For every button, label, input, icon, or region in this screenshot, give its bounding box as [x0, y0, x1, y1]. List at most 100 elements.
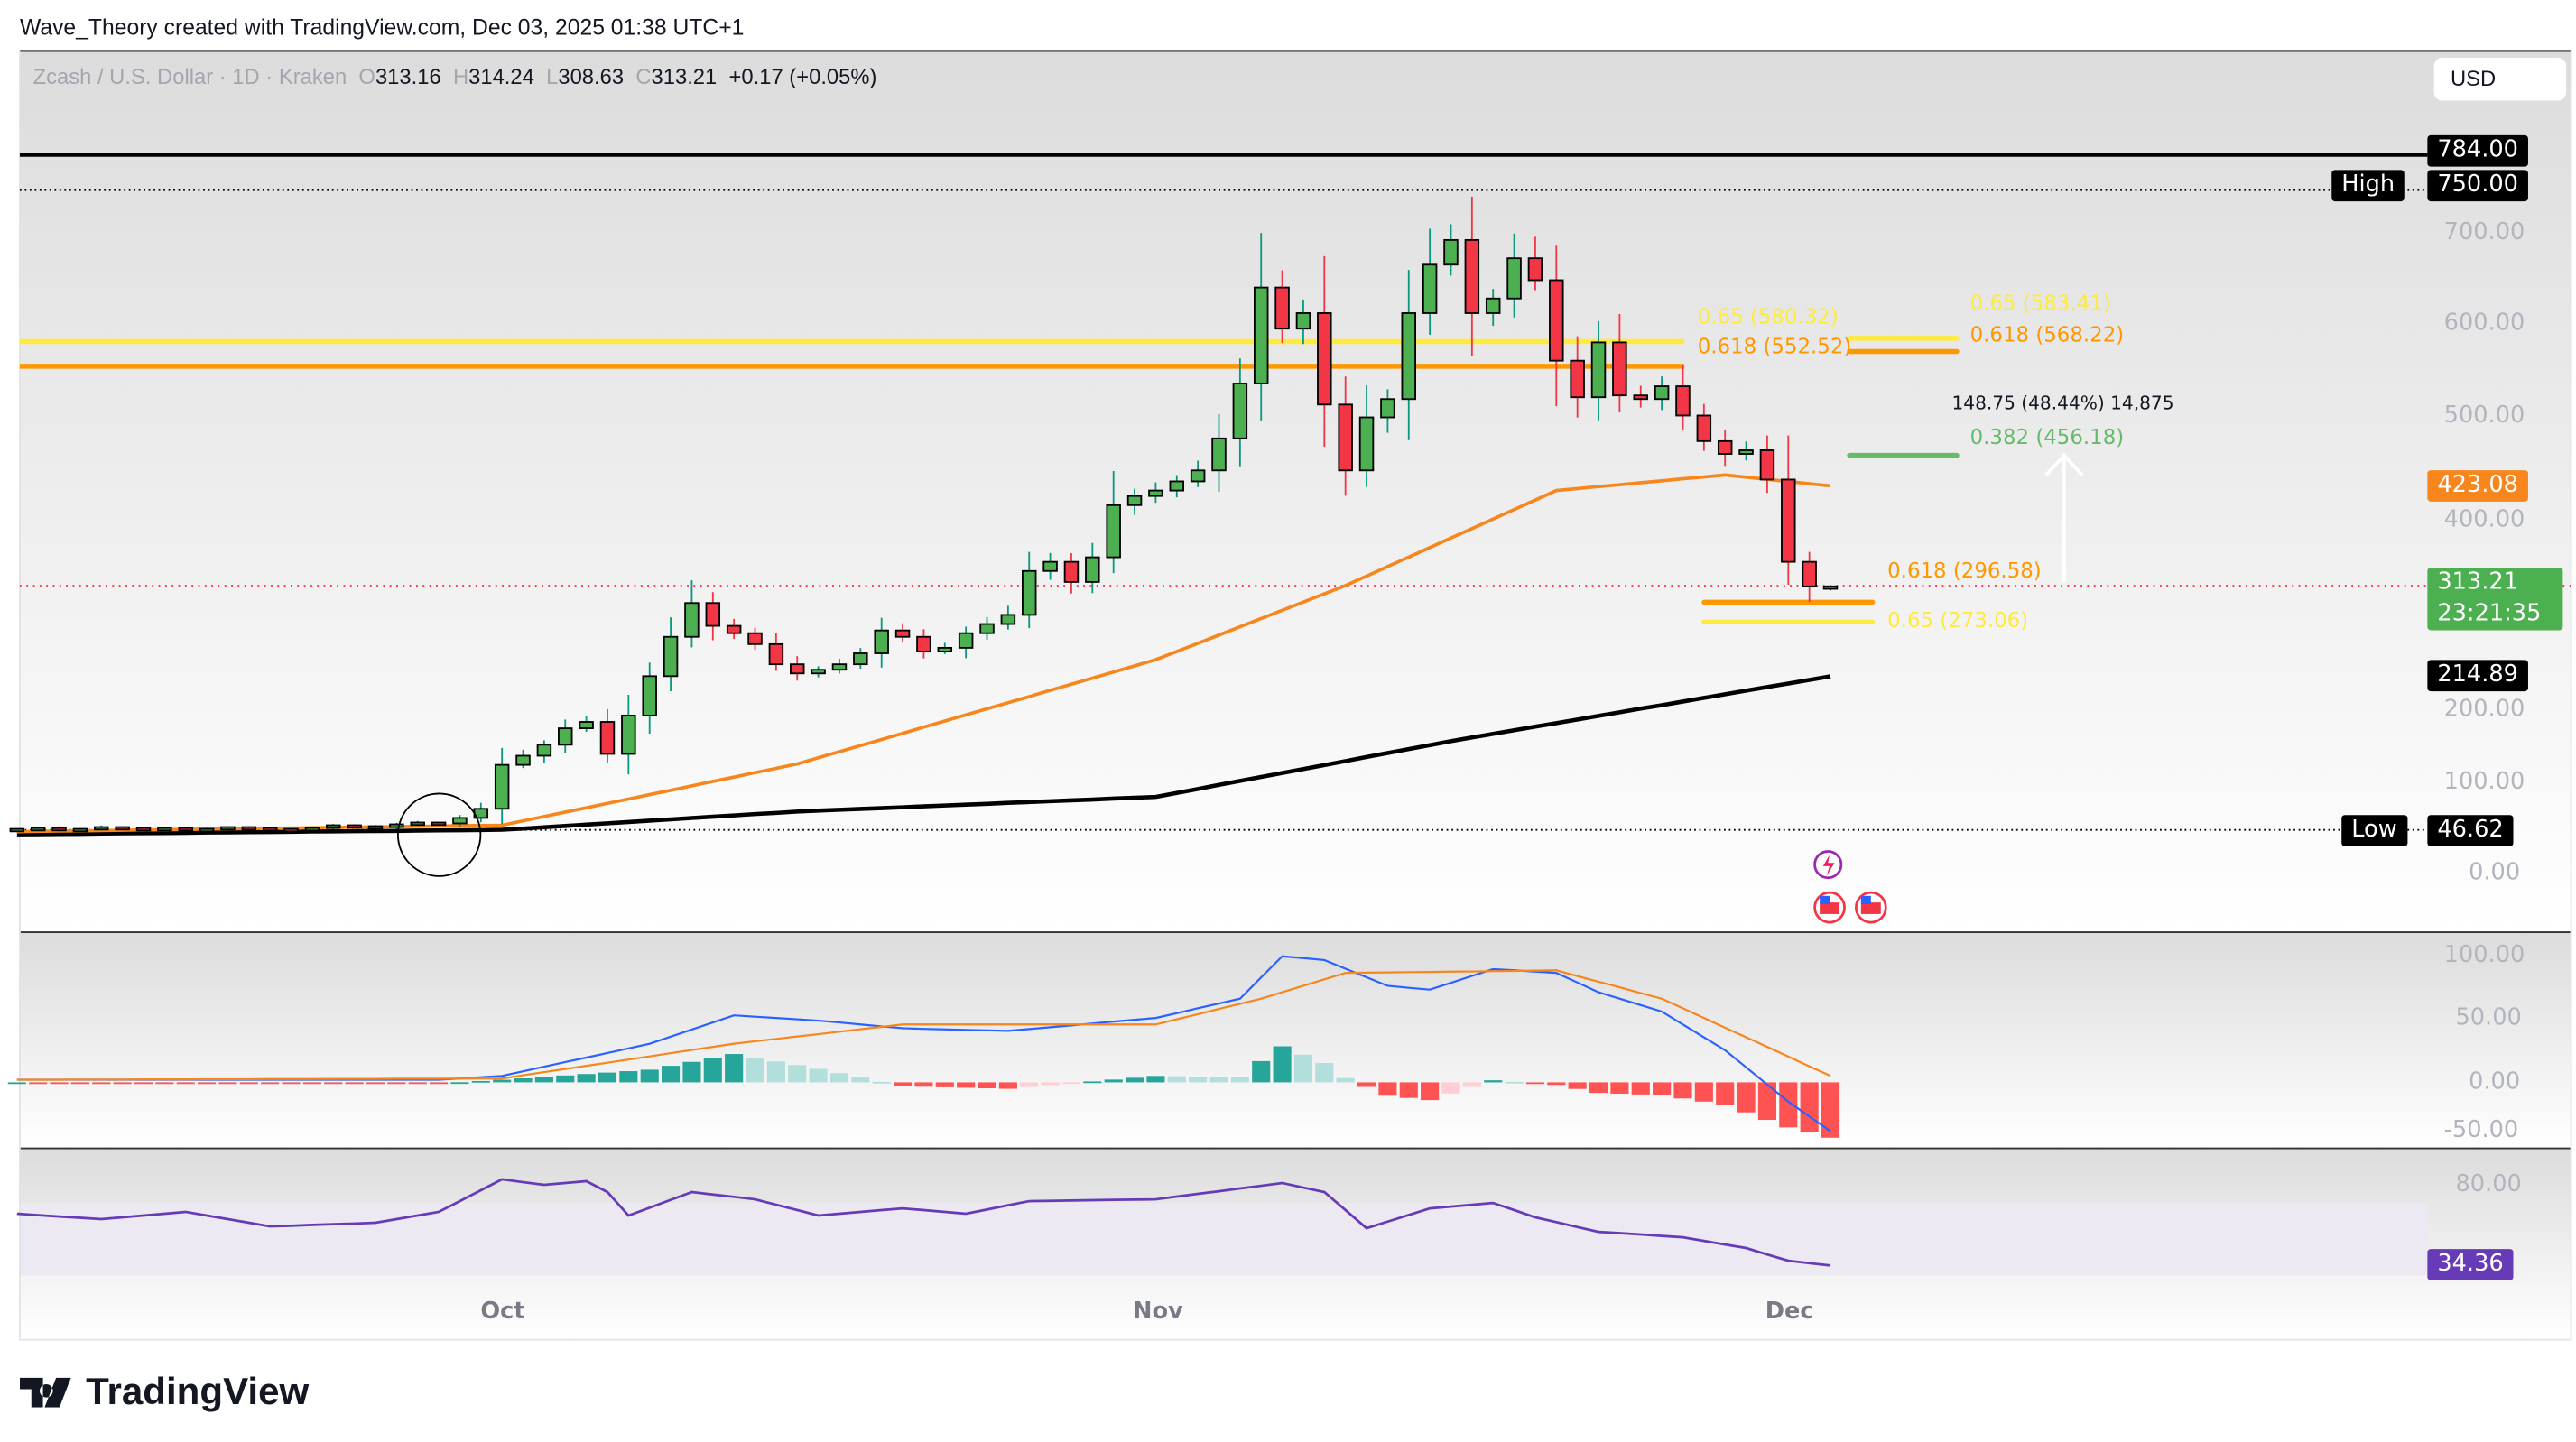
- candle: [1527, 257, 1543, 282]
- fib-label: 0.65 (580.32): [1697, 303, 1839, 328]
- candle: [811, 669, 826, 675]
- fib-label: 0.618 (296.58): [1887, 557, 2042, 583]
- candle: [536, 744, 552, 757]
- candle: [1085, 556, 1100, 583]
- macd-pane[interactable]: [19, 932, 2571, 1149]
- macd-histogram-bar: [556, 1075, 575, 1083]
- candle: [1570, 359, 1585, 399]
- candle: [579, 721, 594, 730]
- candle: [726, 624, 742, 634]
- macd-histogram-bar: [1083, 1081, 1102, 1084]
- macd-histogram-bar: [261, 1082, 280, 1085]
- measure-arrow-icon: [2044, 452, 2084, 583]
- candle: [389, 823, 404, 828]
- price-tag-top: 784.00: [2427, 134, 2528, 167]
- macd-histogram-bar: [788, 1065, 807, 1083]
- close-label: C: [635, 64, 652, 89]
- macd-histogram-bar: [1020, 1082, 1039, 1087]
- macd-histogram-bar: [50, 1082, 69, 1085]
- macd-histogram-bar: [1484, 1080, 1503, 1083]
- high-label: H: [452, 64, 469, 89]
- macd-histogram-bar: [872, 1081, 891, 1084]
- candle: [1612, 341, 1627, 397]
- change-value: +0.17 (+0.05%): [728, 64, 877, 89]
- macd-tick: 0.00: [2469, 1068, 2521, 1096]
- macd-histogram-bar: [408, 1082, 427, 1085]
- y-tick: 600.00: [2443, 310, 2525, 337]
- fib-label: 0.65 (273.06): [1887, 606, 2029, 633]
- close-value: 313.21: [651, 64, 718, 89]
- candle: [494, 763, 510, 810]
- macd-histogram-bar: [514, 1077, 533, 1083]
- candle: [1190, 469, 1206, 483]
- candle: [1253, 286, 1269, 384]
- candle: [283, 827, 299, 833]
- chart-frame: [19, 50, 2572, 1341]
- fib-label: 0.65 (583.41): [1969, 290, 2111, 316]
- candle: [1211, 437, 1227, 472]
- candle: [1380, 398, 1395, 419]
- macd-histogram-bar: [662, 1066, 681, 1083]
- macd-histogram-bar: [1462, 1082, 1481, 1087]
- macd-histogram-bar: [1315, 1063, 1334, 1083]
- macd-histogram-bar: [1525, 1082, 1545, 1085]
- macd-histogram-bar: [1779, 1082, 1798, 1128]
- ema200-line: [16, 674, 1831, 837]
- candle: [135, 827, 152, 832]
- macd-histogram-bar: [302, 1082, 321, 1085]
- tradingview-logo-icon: [19, 1376, 71, 1407]
- candle: [9, 827, 25, 833]
- candle: [1464, 238, 1480, 314]
- candle: [178, 827, 193, 832]
- candle: [663, 635, 679, 678]
- macd-histogram-bar: [1146, 1076, 1165, 1083]
- candle: [304, 827, 320, 832]
- bar-countdown: 23:21:35: [2437, 600, 2542, 627]
- macd-histogram-bar: [893, 1082, 913, 1086]
- macd-histogram-bar: [1737, 1082, 1756, 1113]
- candle: [1443, 238, 1459, 266]
- y-tick: 400.00: [2443, 506, 2525, 533]
- macd-histogram-bar: [978, 1082, 996, 1088]
- candle: [1338, 403, 1353, 472]
- rsi-tag: 34.36: [2427, 1249, 2514, 1280]
- candle: [262, 827, 278, 832]
- rsi-band: [19, 1202, 2428, 1276]
- tradingview-logo[interactable]: TradingView: [19, 1370, 309, 1414]
- macd-histogram-bar: [70, 1082, 89, 1085]
- last-price: 313.21: [2437, 568, 2518, 596]
- macd-histogram-bar: [198, 1082, 217, 1085]
- candle: [1422, 263, 1438, 314]
- macd-histogram-bar: [1378, 1082, 1397, 1096]
- macd-histogram-bar: [640, 1069, 659, 1083]
- macd-histogram-bar: [1104, 1079, 1123, 1083]
- fib-label: 0.618 (552.52): [1697, 333, 1852, 358]
- high-value: 314.24: [468, 64, 534, 89]
- currency-button[interactable]: USD: [2433, 57, 2567, 101]
- macd-histogram-bar: [1631, 1082, 1650, 1095]
- candle: [768, 642, 784, 666]
- macd-histogram-bar: [851, 1077, 870, 1083]
- macd-histogram-bar: [1041, 1082, 1060, 1086]
- candle: [220, 826, 236, 831]
- candle: [157, 827, 172, 832]
- macd-histogram-bar: [493, 1079, 512, 1083]
- candle: [94, 826, 109, 831]
- candle: [1781, 478, 1796, 563]
- candle: [831, 663, 848, 671]
- macd-histogram-bar: [134, 1082, 153, 1085]
- symbol-title[interactable]: Zcash / U.S. Dollar · 1D · Kraken: [32, 64, 347, 89]
- macd-histogram-bar: [282, 1082, 301, 1085]
- candle: [1232, 383, 1248, 439]
- macd-histogram-bar: [1230, 1077, 1249, 1083]
- candle: [747, 632, 763, 645]
- macd-tick: -50.00: [2443, 1116, 2519, 1144]
- price-pane[interactable]: [19, 51, 2571, 933]
- signal-line: [16, 969, 1831, 1081]
- macd-histogram-bar: [1209, 1077, 1228, 1083]
- candle: [115, 826, 130, 831]
- candle: [1295, 312, 1311, 330]
- us-flag-stripes: [1820, 902, 1840, 914]
- macd-histogram-bar: [471, 1080, 490, 1083]
